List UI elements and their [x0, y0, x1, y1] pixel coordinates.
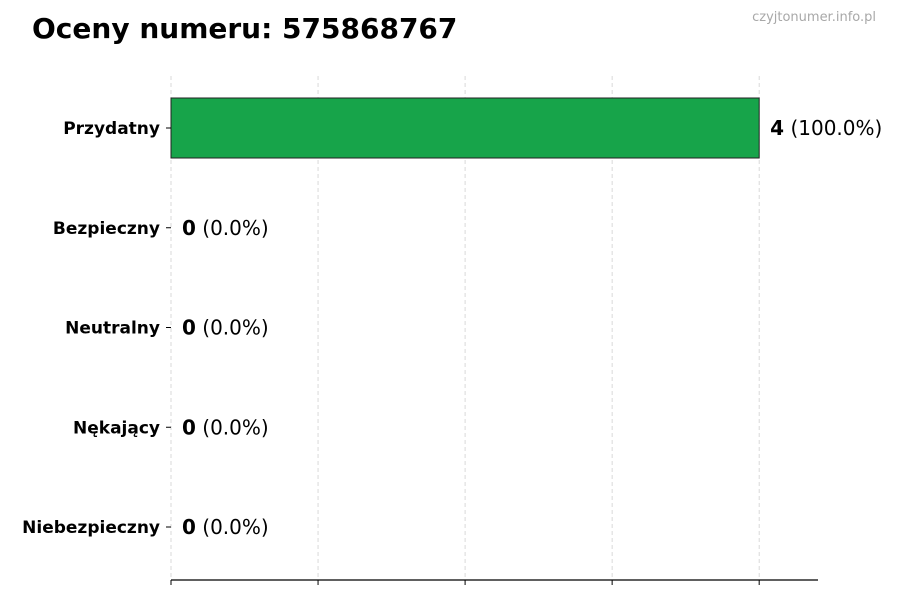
percent-value: (0.0%) [196, 515, 269, 539]
category-label: Neutralny [65, 319, 160, 339]
count-value: 0 [182, 216, 196, 240]
percent-value: (100.0%) [784, 116, 882, 140]
category-label: Bezpieczny [53, 219, 160, 239]
data-label: 0 (0.0%) [182, 515, 269, 539]
category-label: Nękający [73, 418, 160, 438]
percent-value: (0.0%) [196, 415, 269, 439]
data-label: 0 (0.0%) [182, 316, 269, 340]
count-value: 0 [182, 316, 196, 340]
watermark: czyjtonumer.info.pl [752, 10, 876, 25]
data-label: 4 (100.0%) [770, 116, 882, 140]
data-label: 0 (0.0%) [182, 216, 269, 240]
data-label: 0 (0.0%) [182, 415, 269, 439]
chart-title: Oceny numeru: 575868767 [32, 12, 458, 45]
percent-value: (0.0%) [196, 216, 269, 240]
count-value: 0 [182, 415, 196, 439]
category-label: Niebezpieczny [22, 518, 160, 538]
percent-value: (0.0%) [196, 316, 269, 340]
count-value: 4 [770, 116, 784, 140]
bar-przydatny [170, 97, 760, 159]
category-label: Przydatny [63, 119, 160, 139]
count-value: 0 [182, 515, 196, 539]
